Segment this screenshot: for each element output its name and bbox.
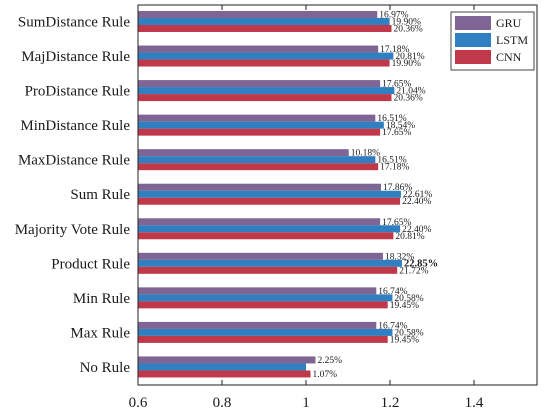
bar-lstm: [138, 190, 401, 198]
data-label: 17.65%: [382, 218, 411, 228]
x-tick-label: 1.2: [381, 395, 400, 411]
bars: [138, 11, 402, 378]
bar-cnn: [138, 335, 388, 343]
plot-frame: [137, 4, 538, 386]
data-label: 20.81%: [395, 232, 424, 242]
x-axis: 0.6 0.8 1 1.2 1.4: [129, 5, 484, 411]
data-label: 22.40%: [402, 225, 431, 235]
category-label: Majority Vote Rule: [15, 222, 131, 238]
data-label: 18.32%: [385, 252, 414, 262]
bar-lstm: [138, 363, 306, 371]
bar-gru: [138, 114, 376, 122]
bar-lstm: [138, 121, 384, 129]
x-tick-label: 0.6: [129, 395, 148, 411]
bar-cnn: [138, 232, 394, 240]
data-label: 17.86%: [383, 183, 412, 193]
data-label: 22.40%: [402, 197, 431, 207]
category-label: SumDistance Rule: [18, 15, 130, 31]
data-label: 21.04%: [396, 87, 425, 97]
data-label: 17.65%: [382, 80, 411, 90]
bar-lstm: [138, 87, 395, 95]
data-label: 20.36%: [394, 25, 423, 35]
data-label: 17.65%: [382, 128, 411, 138]
legend-label: GRU: [496, 16, 522, 30]
data-label: 21.72%: [399, 266, 428, 276]
data-label: 18.54%: [386, 121, 415, 131]
category-label: Max Rule: [70, 325, 130, 341]
bar-gru: [138, 321, 377, 329]
data-label: 20.58%: [394, 328, 423, 338]
bar-cnn: [138, 128, 381, 136]
x-tick-label: 1.4: [465, 395, 484, 411]
category-label: Product Rule: [51, 256, 130, 272]
data-label: 10.18%: [351, 149, 380, 159]
bar-cnn: [138, 370, 311, 378]
bar-cnn: [138, 266, 398, 274]
data-label: 16.51%: [377, 156, 406, 166]
legend-swatch-lstm: [455, 33, 491, 47]
data-label: 20.81%: [395, 52, 424, 62]
bar-gru: [138, 218, 381, 226]
bar-cnn: [138, 59, 390, 67]
data-label: 20.36%: [394, 94, 423, 104]
legend-label: LSTM: [496, 33, 528, 47]
legend: GRU LSTM CNN: [450, 11, 535, 71]
category-label: No Rule: [80, 360, 131, 376]
bar-cnn: [138, 163, 379, 171]
bar-gru: [138, 356, 316, 364]
data-label: 20.58%: [394, 294, 423, 304]
bar-cnn: [138, 197, 401, 205]
data-label: 1.07%: [312, 370, 337, 380]
bar-cnn: [138, 94, 392, 102]
data-label: 17.18%: [380, 45, 409, 55]
bar-lstm: [138, 18, 390, 25]
bar-lstm: [138, 328, 393, 336]
data-label: 22.61%: [403, 190, 432, 200]
bar-gru: [138, 287, 377, 295]
category-labels: SumDistance Rule MajDistance Rule ProDista…: [15, 15, 131, 376]
data-label: 19.90%: [392, 18, 421, 28]
x-tick-label: 0.8: [213, 395, 232, 411]
data-label: 2.25%: [317, 356, 342, 366]
data-label: 22.85%: [404, 258, 438, 269]
category-label: MinDistance Rule: [20, 118, 130, 134]
bar-cnn: [138, 301, 388, 309]
category-label: Sum Rule: [70, 187, 130, 203]
x-tick-label: 1: [302, 395, 310, 411]
bar-lstm: [138, 294, 393, 302]
bar-gru: [138, 252, 383, 260]
bar-gru: [138, 183, 382, 191]
bar-lstm: [138, 52, 394, 60]
category-label: ProDistance Rule: [25, 84, 131, 100]
bar-gru: [138, 149, 349, 157]
data-labels: 16.97%19.90%20.36%17.18%20.81%19.90%17.6…: [312, 11, 438, 380]
data-label: 19.45%: [390, 301, 419, 311]
data-label: 16.97%: [379, 11, 408, 21]
bar-gru: [138, 80, 381, 88]
bar-lstm: [138, 225, 401, 233]
bar-gru: [138, 11, 378, 18]
data-label: 16.74%: [378, 287, 407, 297]
bar-cnn: [138, 25, 392, 32]
data-label: 19.90%: [392, 59, 421, 69]
legend-swatch-cnn: [455, 50, 491, 64]
category-label: MaxDistance Rule: [18, 153, 130, 169]
data-label: 16.74%: [378, 321, 407, 331]
legend-swatch-gru: [455, 16, 491, 30]
bar-lstm: [138, 259, 402, 267]
data-label: 16.51%: [377, 114, 406, 124]
legend-label: CNN: [496, 50, 522, 64]
bar-lstm: [138, 156, 376, 164]
bar-gru: [138, 45, 379, 53]
category-label: MajDistance Rule: [21, 49, 130, 65]
data-label: 19.45%: [390, 335, 419, 345]
data-label: 17.18%: [380, 163, 409, 173]
category-label: Min Rule: [73, 291, 130, 307]
